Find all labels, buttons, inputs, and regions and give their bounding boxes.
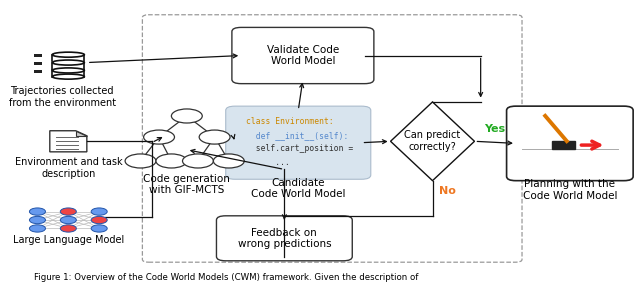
Circle shape [60,216,76,224]
Text: Trajectories collected
from the environment: Trajectories collected from the environm… [8,86,116,108]
Polygon shape [390,102,474,181]
FancyBboxPatch shape [216,216,352,261]
Circle shape [182,154,213,168]
Text: class Environment:: class Environment: [246,117,334,126]
Text: Candidate
Code World Model: Candidate Code World Model [251,178,346,200]
Ellipse shape [52,74,84,79]
Text: Figure 1: Overview of the Code World Models (CWM) framework. Given the descripti: Figure 1: Overview of the Code World Mod… [35,273,419,282]
Circle shape [29,208,45,215]
Text: Yes: Yes [484,124,505,134]
Ellipse shape [52,60,84,65]
Text: self.cart_position =: self.cart_position = [246,144,353,153]
Circle shape [143,130,175,144]
Text: Validate Code
World Model: Validate Code World Model [267,45,339,66]
Text: Can predict
correctly?: Can predict correctly? [404,131,461,152]
Text: Large Language Model: Large Language Model [13,235,124,245]
Circle shape [29,216,45,224]
Text: def __init__(self):: def __init__(self): [246,131,348,140]
Circle shape [213,154,244,168]
Bar [52,55,84,61]
Circle shape [29,225,45,232]
Ellipse shape [52,52,84,57]
Bar [35,62,42,65]
Circle shape [172,109,202,123]
Circle shape [60,208,76,215]
Text: ...: ... [246,158,290,167]
Ellipse shape [52,68,84,73]
Bar [52,70,84,77]
Circle shape [60,225,76,232]
Text: Feedback on
wrong predictions: Feedback on wrong predictions [237,227,331,249]
Polygon shape [50,131,87,152]
Text: Planning with the
Code World Model: Planning with the Code World Model [523,179,617,201]
Text: Code generation
with GIF-MCTS: Code generation with GIF-MCTS [143,174,230,195]
FancyBboxPatch shape [232,27,374,84]
Circle shape [125,154,156,168]
Circle shape [91,225,108,232]
Text: No: No [438,186,456,196]
Polygon shape [76,131,87,136]
Circle shape [91,208,108,215]
Text: Environment and task
description: Environment and task description [15,157,122,179]
Bar [35,70,42,73]
FancyBboxPatch shape [226,106,371,179]
Bar [35,54,42,58]
Circle shape [199,130,230,144]
Bar [552,141,575,149]
Bar [52,62,84,69]
Circle shape [156,154,187,168]
Circle shape [91,216,108,224]
FancyBboxPatch shape [507,106,633,181]
